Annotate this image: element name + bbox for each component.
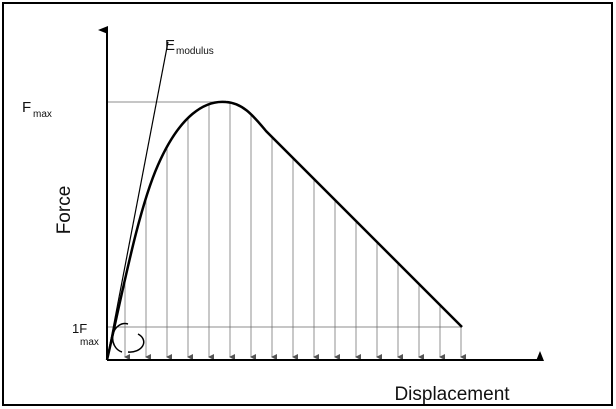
curve [105, 100, 463, 361]
x-axis-label: Displacement [394, 384, 510, 405]
e-label: E [165, 37, 175, 54]
e-sub: modulus [176, 46, 214, 57]
flower-label: 1F [72, 321, 87, 336]
hysteresis-loop [111, 322, 145, 353]
flower-sub: max [80, 337, 99, 348]
fmax-label: F [22, 99, 31, 116]
y-axis-label: Force [54, 186, 75, 235]
frame [2, 2, 613, 406]
fmax-sub: max [33, 109, 52, 120]
arrows [124, 102, 466, 360]
modulus-line [106, 41, 169, 361]
